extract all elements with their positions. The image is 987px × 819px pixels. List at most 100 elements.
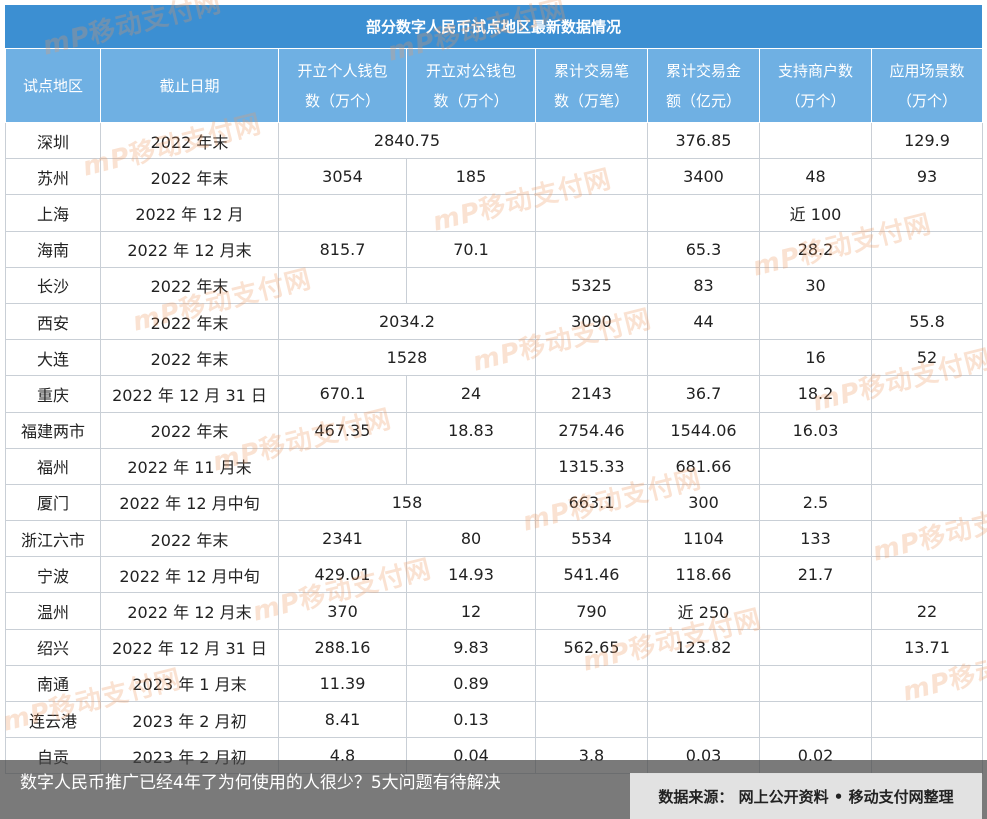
header-line: 应用场景数: [889, 61, 965, 80]
cell-region: 浙江六市: [5, 520, 101, 558]
cell-scenarios: [871, 447, 983, 485]
cell-txn-count: 790: [535, 592, 648, 630]
cell-region: 南通: [5, 664, 101, 703]
cell-date: 2022 年末: [100, 158, 279, 196]
cell-merchants: [759, 628, 872, 666]
cell-scenarios: [871, 194, 983, 232]
cell-region: 上海: [5, 194, 101, 232]
cell-merchants: 16: [759, 339, 872, 377]
cell-corporate-wallets: 70.1: [406, 230, 536, 268]
cell-txn-amount: 近 250: [647, 592, 760, 630]
cell-txn-amount: 83: [647, 266, 760, 304]
cell-txn-amount: 300: [647, 483, 760, 522]
cell-personal-wallets: 815.7: [278, 230, 407, 268]
cell-wallets-combined: 1528: [278, 339, 536, 377]
cell-date: 2022 年 12 月中旬: [100, 483, 279, 522]
cell-corporate-wallets: 9.83: [406, 628, 536, 666]
cell-corporate-wallets: 80: [406, 520, 536, 558]
header-line: 支持商户数: [777, 61, 853, 80]
cell-scenarios: 129.9: [871, 121, 983, 160]
cell-personal-wallets: 370: [278, 592, 407, 630]
table-row: 上海 2022 年 12 月 近 100: [5, 194, 983, 232]
cell-txn-amount: 376.85: [647, 121, 760, 160]
table-row: 宁波 2022 年 12 月中旬 429.01 14.93 541.46 118.66 21…: [5, 556, 983, 594]
header-line: 数（万笔）: [553, 91, 629, 110]
table-row: 福州 2022 年 11 月末 1315.33 681.66: [5, 447, 983, 485]
table-row: 深圳 2022 年末 2840.75 376.85 129.9: [5, 121, 983, 160]
cell-txn-amount: [647, 339, 760, 377]
cell-txn-count: 2143: [535, 375, 648, 413]
cell-region: 宁波: [5, 556, 101, 594]
cell-scenarios: [871, 266, 983, 304]
header-txn-amount: 累计交易金 额（亿元）: [647, 48, 760, 123]
cell-scenarios: 13.71: [871, 628, 983, 666]
table-row: 南通 2023 年 1 月末 11.39 0.89: [5, 664, 983, 703]
cell-txn-amount: 118.66: [647, 556, 760, 594]
cell-corporate-wallets: [406, 447, 536, 485]
table-row: 连云港 2023 年 2 月初 8.41 0.13: [5, 700, 983, 739]
source-note: 数据来源： 网上公开资料 • 移动支付网整理: [630, 773, 982, 819]
cell-merchants: 18.2: [759, 375, 872, 413]
cell-scenarios: [871, 700, 983, 739]
table-row: 温州 2022 年 12 月末 370 12 790 近 250 22: [5, 592, 983, 630]
cell-region: 西安: [5, 302, 101, 341]
header-row: 试点地区 截止日期 开立个人钱包 数（万个） 开立对公钱包 数（万个） 累计交易…: [5, 48, 983, 123]
cell-txn-count: 3090: [535, 302, 648, 341]
cell-date: 2022 年末: [100, 302, 279, 341]
cell-date: 2022 年 12 月 31 日: [100, 375, 279, 413]
cell-txn-amount: 1104: [647, 520, 760, 558]
header-line: 额（亿元）: [665, 91, 741, 110]
cell-date: 2022 年 12 月末: [100, 592, 279, 630]
cell-txn-count: [535, 194, 648, 232]
cell-txn-count: [535, 664, 648, 703]
cell-region: 重庆: [5, 375, 101, 413]
cell-corporate-wallets: 0.13: [406, 700, 536, 739]
cell-personal-wallets: 288.16: [278, 628, 407, 666]
header-personal-wallets: 开立个人钱包 数（万个）: [278, 48, 407, 123]
cell-date: 2022 年末: [100, 266, 279, 304]
cell-merchants: [759, 121, 872, 160]
cell-scenarios: 22: [871, 592, 983, 630]
cell-txn-count: [535, 700, 648, 739]
cell-merchants: 30: [759, 266, 872, 304]
cell-merchants: 21.7: [759, 556, 872, 594]
article-caption: 数字人民币推广已经4年了为何使用的人很少？5大问题有待解决: [20, 773, 501, 793]
header-line: 数（万个）: [304, 91, 380, 110]
cell-txn-amount: [647, 194, 760, 232]
header-line: 累计交易金: [665, 61, 741, 80]
cell-txn-amount: 44: [647, 302, 760, 341]
table-row: 绍兴 2022 年 12 月 31 日 288.16 9.83 562.65 123.82…: [5, 628, 983, 666]
cell-wallets-combined: 2034.2: [278, 302, 536, 341]
cell-date: 2022 年末: [100, 411, 279, 449]
cell-txn-count: 562.65: [535, 628, 648, 666]
cell-date: 2022 年末: [100, 121, 279, 160]
cell-merchants: 133: [759, 520, 872, 558]
table-body: 深圳 2022 年末 2840.75 376.85 129.9 苏州 2022 年末 3054…: [5, 121, 983, 775]
cell-personal-wallets: 2341: [278, 520, 407, 558]
table-row: 厦门 2022 年 12 月中旬 158 663.1 300 2.5: [5, 483, 983, 522]
header-line: （万个）: [896, 91, 957, 110]
cell-txn-amount: 681.66: [647, 447, 760, 485]
cell-merchants: [759, 700, 872, 739]
cell-scenarios: [871, 483, 983, 522]
cell-personal-wallets: [278, 194, 407, 232]
cell-date: 2022 年末: [100, 520, 279, 558]
cell-txn-amount: [647, 664, 760, 703]
table-row: 福建两市 2022 年末 467.35 18.83 2754.46 1544.06 16.0…: [5, 411, 983, 449]
cell-region: 长沙: [5, 266, 101, 304]
cell-date: 2022 年 12 月末: [100, 230, 279, 268]
cell-personal-wallets: 11.39: [278, 664, 407, 703]
header-scenarios: 应用场景数 （万个）: [871, 48, 983, 123]
cell-personal-wallets: [278, 447, 407, 485]
cell-corporate-wallets: 12: [406, 592, 536, 630]
table-row: 海南 2022 年 12 月末 815.7 70.1 65.3 28.2: [5, 230, 983, 268]
header-txn-count: 累计交易笔 数（万笔）: [535, 48, 648, 123]
header-corporate-wallets: 开立对公钱包 数（万个）: [406, 48, 536, 123]
cell-txn-count: 1315.33: [535, 447, 648, 485]
cell-personal-wallets: 467.35: [278, 411, 407, 449]
cell-scenarios: [871, 664, 983, 703]
cell-corporate-wallets: [406, 194, 536, 232]
cell-merchants: 48: [759, 158, 872, 196]
cell-corporate-wallets: 185: [406, 158, 536, 196]
cell-scenarios: [871, 375, 983, 413]
